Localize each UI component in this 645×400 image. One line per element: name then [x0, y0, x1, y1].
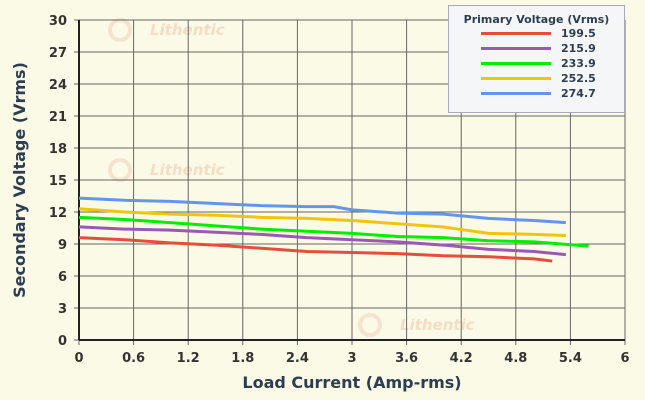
y-tick-label: 30 — [49, 14, 67, 29]
x-tick-label: 4.2 — [450, 351, 473, 366]
legend-swatch — [481, 62, 551, 65]
legend-item: 199.5 — [481, 26, 624, 41]
legend-label: 215.9 — [561, 42, 596, 55]
x-tick-label: 5.4 — [559, 351, 582, 366]
legend: Primary Voltage (Vrms) 199.5 215.9 233.9 25… — [448, 5, 625, 113]
legend-label: 199.5 — [561, 27, 596, 40]
y-tick-label: 15 — [49, 174, 67, 189]
series-line-215.9 — [78, 225, 566, 257]
watermark-text: Lithentic — [150, 161, 225, 179]
y-tick-label: 9 — [58, 238, 67, 253]
watermark-text: Lithentic — [400, 316, 475, 334]
watermark-text: Lithentic — [150, 21, 225, 39]
legend-item: 233.9 — [481, 56, 624, 71]
x-tick-label: 3.6 — [395, 351, 418, 366]
legend-swatch — [481, 32, 551, 35]
x-tick-label: 1.8 — [231, 351, 254, 366]
watermark-logo — [108, 18, 132, 42]
legend-label: 252.5 — [561, 72, 596, 85]
series-line-199.5 — [78, 236, 553, 263]
legend-label: 274.7 — [561, 87, 596, 100]
y-tick-label: 18 — [49, 142, 67, 157]
x-tick-label: 1.2 — [177, 351, 200, 366]
series-line-252.5 — [78, 207, 566, 237]
x-tick-label: 3 — [347, 351, 356, 366]
x-axis-label: Load Current (Amp-rms) — [242, 373, 461, 392]
x-tick-label: 0 — [74, 351, 83, 366]
legend-label: 233.9 — [561, 57, 596, 70]
watermark-logo — [358, 313, 382, 337]
x-tick-label: 4.8 — [504, 351, 527, 366]
legend-swatch — [481, 77, 551, 80]
y-tick-label: 24 — [49, 78, 67, 93]
legend-item: 274.7 — [481, 86, 624, 101]
legend-swatch — [481, 92, 551, 95]
y-tick-label: 21 — [49, 110, 67, 125]
legend-title: Primary Voltage (Vrms) — [463, 13, 610, 26]
series-line-233.9 — [78, 215, 589, 248]
y-tick-label: 27 — [49, 46, 67, 61]
x-tick-label: 2.4 — [286, 351, 309, 366]
y-axis-label: Secondary Voltage (Vrms) — [10, 62, 29, 298]
series-line-274.7 — [78, 196, 566, 225]
legend-swatch — [481, 47, 551, 50]
y-tick-label: 0 — [58, 334, 67, 349]
legend-item: 252.5 — [481, 71, 624, 86]
y-tick-label: 6 — [58, 270, 67, 285]
watermark-logo — [108, 158, 132, 182]
y-tick-label: 12 — [49, 206, 67, 221]
x-tick-label: 0.6 — [122, 351, 145, 366]
y-tick-label: 3 — [58, 302, 67, 317]
legend-item: 215.9 — [481, 41, 624, 56]
x-tick-label: 6 — [620, 351, 629, 366]
